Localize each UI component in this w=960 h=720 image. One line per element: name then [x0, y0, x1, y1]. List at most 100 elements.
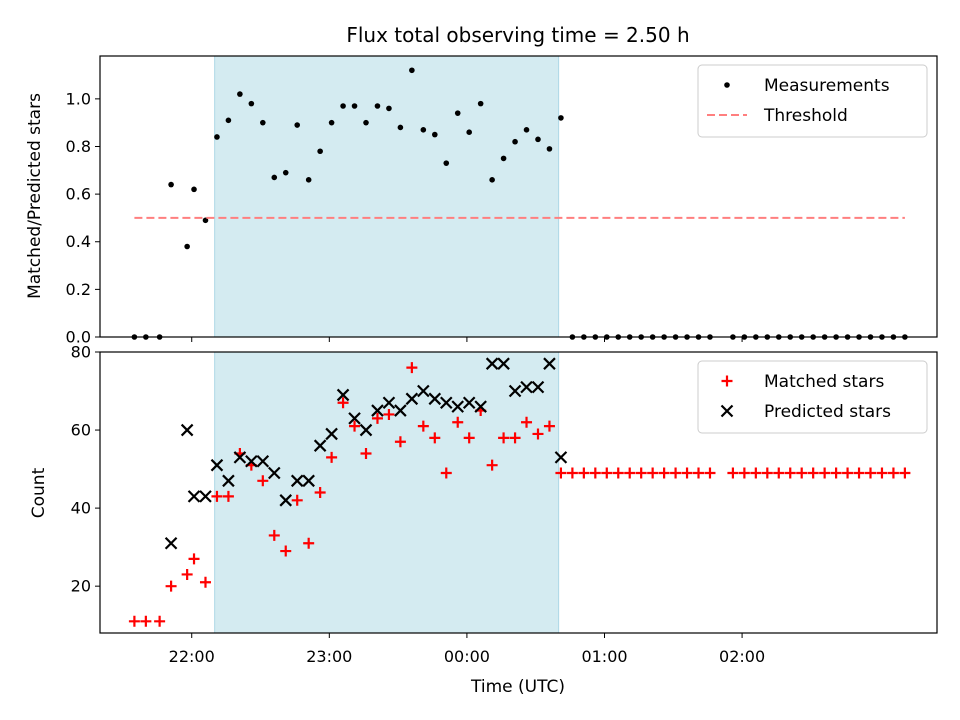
top-dot-point [374, 103, 381, 109]
bottom-y-tick-label: 20 [71, 577, 91, 596]
top-dot-point [294, 122, 301, 128]
bottom-plus-point [280, 545, 292, 557]
bottom-plus-point [784, 467, 796, 479]
bottom-plus-point [647, 467, 659, 479]
x-tick-label: 01:00 [581, 647, 627, 666]
bottom-legend-label: Matched stars [764, 372, 884, 392]
bottom-x-point [497, 357, 510, 370]
top-dot-point [237, 91, 243, 97]
top-dot-point [328, 119, 335, 126]
bottom-legend-swatch [720, 404, 734, 418]
bottom-x-point [554, 451, 568, 464]
top-y-tick-label: 0.6 [66, 185, 91, 204]
top-y-tick-label: 0.8 [66, 137, 91, 156]
top-dot-point [512, 138, 518, 145]
bottom-plus-point [337, 397, 349, 409]
top-dot-point [351, 103, 358, 109]
bottom-plus-point [314, 487, 326, 498]
bottom-plus-point [612, 467, 624, 479]
bottom-plus-point [830, 467, 842, 479]
top-dot-point [317, 148, 323, 155]
top-dot-point [305, 177, 312, 183]
top-dot-point [443, 160, 450, 166]
bottom-plus-point [704, 467, 716, 479]
bottom-plus-point [188, 553, 200, 565]
top-legend-swatch [724, 82, 730, 88]
bottom-x-point [256, 455, 270, 468]
x-tick-label: 23:00 [306, 647, 352, 666]
bottom-plus-point [199, 576, 211, 588]
bottom-x-point [210, 458, 224, 472]
bottom-plus-point [429, 432, 441, 444]
top-dot-point [489, 177, 495, 183]
bottom-plus-point [532, 428, 544, 440]
bottom-x-point [222, 474, 235, 488]
bottom-x-point [485, 357, 499, 370]
top-legend-label: Threshold [763, 106, 848, 126]
bottom-plus-point [658, 467, 670, 479]
bottom-plus-point [383, 408, 395, 420]
bottom-plus-point [181, 568, 193, 580]
bottom-plus-point [140, 615, 152, 627]
x-tick-label: 22:00 [169, 647, 215, 666]
top-legend-box [697, 64, 928, 138]
bottom-plus-point [819, 467, 831, 479]
bottom-plus-point [635, 467, 647, 479]
bottom-axes-frame [99, 351, 938, 634]
top-dot-point [523, 127, 530, 133]
top-dot-point [260, 119, 266, 126]
x-tick-label: 00:00 [444, 647, 490, 666]
bottom-plus-point [498, 432, 510, 444]
bottom-plus-point [440, 467, 452, 479]
bottom-x-point [382, 396, 396, 410]
top-dot-point [225, 117, 232, 124]
bottom-x-point [508, 384, 522, 398]
bottom-plus-point [624, 467, 636, 479]
top-dot-point [466, 129, 472, 136]
bottom-plus-point [211, 490, 223, 502]
bottom-x-point [279, 494, 293, 507]
bottom-y-axis-label: Count [29, 467, 49, 518]
bottom-plus-point [842, 467, 854, 479]
top-dot-point [282, 169, 289, 176]
bottom-plus-point [509, 432, 521, 444]
bottom-plus-point [601, 467, 613, 479]
top-legend-label: Measurements [764, 76, 890, 96]
top-dot-point [248, 100, 255, 107]
bottom-x-point [348, 412, 361, 425]
bottom-plus-point [463, 432, 475, 444]
top-dot-point [340, 103, 346, 109]
bottom-plus-point [154, 615, 166, 627]
top-dot-point [454, 110, 461, 116]
top-dot-point [477, 100, 484, 107]
top-shaded-interval [214, 55, 560, 338]
bottom-x-point [394, 404, 407, 417]
bottom-x-point [474, 400, 487, 413]
top-dot-point [397, 124, 404, 131]
bottom-x-point [439, 396, 453, 410]
bottom-x-point [520, 380, 533, 394]
top-dot-point [191, 186, 197, 193]
top-y-tick-label: 0.2 [66, 280, 91, 299]
bottom-plus-point [417, 420, 429, 432]
bottom-x-point [199, 490, 212, 503]
bottom-x-point [180, 423, 194, 437]
bottom-plus-point [165, 580, 177, 592]
bottom-plus-point [750, 467, 762, 479]
bottom-plus-point [555, 467, 567, 479]
bottom-x-point [290, 474, 304, 488]
bottom-legend: Matched stars Predicted stars [697, 360, 928, 434]
top-dot-point [409, 67, 415, 74]
bottom-plus-point [349, 420, 361, 432]
bottom-plus-point [128, 615, 140, 627]
bottom-plus-point [521, 416, 533, 428]
top-axes-frame [99, 55, 938, 338]
bottom-plus-point [394, 436, 406, 448]
bottom-plus-point [899, 467, 911, 479]
bottom-x-point [531, 380, 545, 394]
bottom-shaded-interval [214, 351, 560, 634]
bottom-panel: 20 40 60 80 22:00 23:00 00:00 01:00 02:00 Matched… [71, 343, 938, 666]
top-dot-point [432, 131, 438, 138]
bottom-x-point [543, 357, 556, 370]
